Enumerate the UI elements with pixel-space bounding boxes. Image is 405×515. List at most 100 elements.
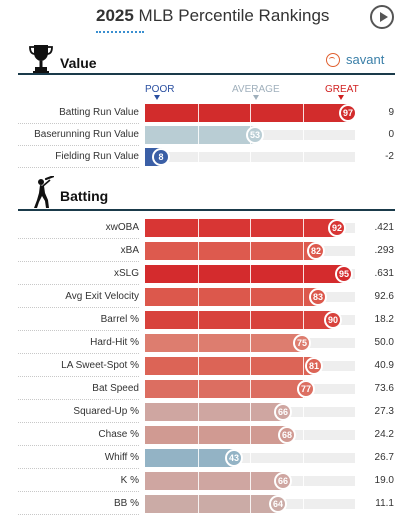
percentile-bubble: 66: [274, 472, 292, 490]
gridline: [250, 288, 251, 306]
percentile-bar: [145, 495, 279, 513]
metric-row[interactable]: Whiff % 43 26.7: [0, 449, 405, 469]
metric-row[interactable]: Barrel % 90 18.2: [0, 311, 405, 331]
gridline: [197, 104, 199, 122]
percentile-bar: [145, 426, 288, 444]
percentile-bubble: 83: [309, 288, 327, 306]
value-section-divider: [18, 73, 395, 75]
gridline: [302, 265, 304, 283]
metric-value: 11.1: [375, 498, 394, 509]
percentile-bar: [145, 449, 235, 467]
gridline: [302, 104, 304, 122]
gridline: [302, 126, 304, 144]
percentile-bar: [145, 242, 317, 260]
metric-label: Barrel %: [100, 314, 139, 325]
gridline: [250, 449, 251, 467]
gridline: [302, 403, 304, 421]
metric-label: Batting Run Value: [59, 107, 139, 118]
metric-row[interactable]: Chase % 68 24.2: [0, 426, 405, 446]
metric-label: BB %: [113, 498, 139, 509]
metric-label: Whiff %: [104, 452, 139, 463]
percentile-bar: [145, 219, 338, 237]
gridline: [250, 495, 251, 513]
percentile-bar: [145, 334, 303, 352]
row-separator: [18, 284, 139, 285]
row-separator: [18, 123, 139, 124]
title-underline: [96, 31, 144, 33]
percentile-bubble: 75: [293, 334, 311, 352]
metric-row[interactable]: Squared-Up % 66 27.3: [0, 403, 405, 423]
percentile-bar: [145, 380, 307, 398]
metric-row[interactable]: Batting Run Value 97 9: [0, 104, 405, 124]
metric-row[interactable]: Hard-Hit % 75 50.0: [0, 334, 405, 354]
metric-value: 19.0: [374, 475, 394, 486]
percentile-bubble: 90: [324, 311, 342, 329]
gridline: [302, 357, 304, 375]
percentile-bar: [145, 104, 349, 122]
metric-row[interactable]: BB % 64 11.1: [0, 495, 405, 515]
metric-value: .631: [374, 268, 394, 279]
percentile-bubble: 77: [297, 380, 315, 398]
gridline: [197, 472, 199, 490]
row-separator: [18, 261, 139, 262]
gridline: [302, 426, 304, 444]
play-icon[interactable]: [370, 5, 394, 29]
percentile-bubble: 92: [328, 219, 346, 237]
gridline: [302, 242, 304, 260]
batting-section-divider: [18, 209, 395, 211]
row-separator: [18, 491, 139, 492]
gridline: [250, 380, 251, 398]
gridline: [250, 242, 251, 260]
value-section-header: Value: [0, 42, 405, 76]
metric-row[interactable]: xBA 82 .293: [0, 242, 405, 262]
percentile-bubble: 68: [278, 426, 296, 444]
metric-row[interactable]: xSLG 95 .631: [0, 265, 405, 285]
metric-label: Baserunning Run Value: [34, 129, 139, 140]
gridline: [302, 472, 304, 490]
metric-label: Hard-Hit %: [90, 337, 139, 348]
gridline: [197, 219, 199, 237]
gridline: [250, 357, 251, 375]
gridline: [197, 334, 199, 352]
metric-row[interactable]: K % 66 19.0: [0, 472, 405, 492]
row-separator: [18, 167, 139, 168]
metric-value: 24.2: [374, 429, 394, 440]
percentile-bar: [145, 126, 256, 144]
metric-row[interactable]: Baserunning Run Value 53 0: [0, 126, 405, 146]
gridline: [197, 265, 199, 283]
metric-value: 18.2: [374, 314, 394, 325]
gridline: [197, 495, 199, 513]
savant-logo[interactable]: savant: [326, 52, 396, 70]
metric-label: xBA: [120, 245, 139, 256]
metric-value: 92.6: [374, 291, 394, 302]
batting-section-header: Batting: [0, 176, 405, 211]
metric-row[interactable]: Bat Speed 77 73.6: [0, 380, 405, 400]
metric-value: .421: [374, 222, 394, 233]
metric-value: 0: [388, 129, 394, 140]
metric-row[interactable]: xwOBA 92 .421: [0, 219, 405, 239]
row-separator: [18, 307, 139, 308]
gridline: [197, 380, 199, 398]
gridline: [197, 311, 199, 329]
baseball-icon: [326, 53, 340, 67]
scale-average-label: AVERAGE: [232, 84, 280, 95]
metric-value: 50.0: [374, 337, 394, 348]
gridline: [197, 148, 199, 166]
scale-great-label: GREAT: [325, 84, 359, 95]
metric-value: 9: [388, 107, 394, 118]
gridline: [250, 403, 251, 421]
metric-row[interactable]: LA Sweet-Spot % 81 40.9: [0, 357, 405, 377]
metric-label: xSLG: [113, 268, 139, 279]
metric-label: K %: [120, 475, 139, 486]
metric-row[interactable]: Fielding Run Value 8 -2: [0, 148, 405, 168]
gridline: [197, 357, 199, 375]
scale-poor-arrow-icon: [154, 95, 160, 100]
gridline: [197, 126, 199, 144]
gridline: [250, 311, 251, 329]
gridline: [197, 426, 199, 444]
page-header: 2025 MLB Percentile Rankings: [0, 0, 405, 36]
metric-label: Fielding Run Value: [55, 151, 139, 162]
trophy-icon: [29, 45, 53, 74]
metric-row[interactable]: Avg Exit Velocity 83 92.6: [0, 288, 405, 308]
gridline: [302, 288, 304, 306]
